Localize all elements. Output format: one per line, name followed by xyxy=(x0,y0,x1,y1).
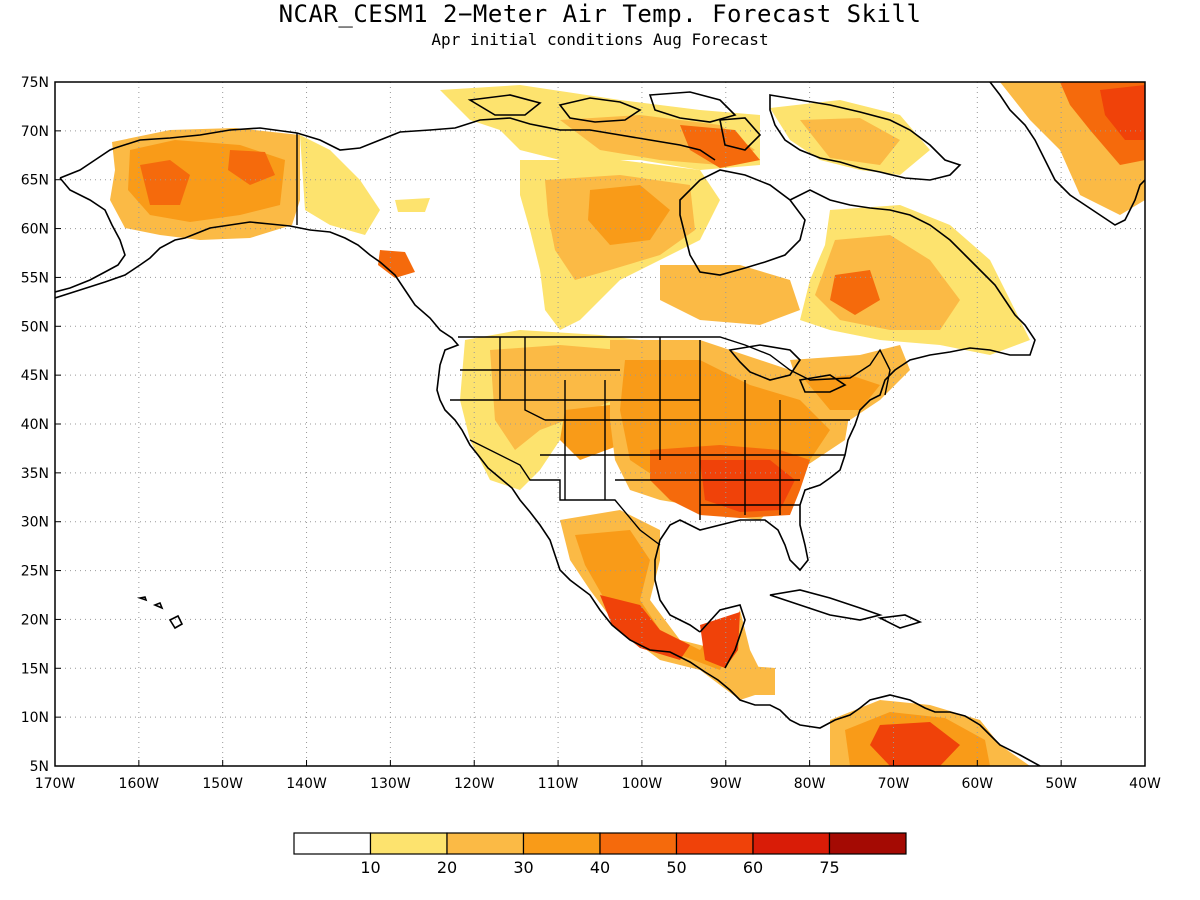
colorbar-swatch xyxy=(828,832,907,855)
lat-tick-label: 60N xyxy=(21,222,49,238)
colorbar-swatch xyxy=(446,832,525,855)
coast-alaska-north xyxy=(114,117,716,161)
region-quebec-hot xyxy=(830,270,880,315)
political-borders xyxy=(296,133,891,546)
coast-alaska-west xyxy=(55,147,126,293)
border-us-mexico xyxy=(469,439,661,546)
coast-great-lakes xyxy=(728,344,847,393)
region-usa-southeast-hot xyxy=(700,460,795,512)
coast-arctic-island-1 xyxy=(558,97,642,123)
coast-greenland xyxy=(989,82,1145,226)
coast-yucatan xyxy=(699,604,746,669)
longitude-ticks: 170W 160W 150W 140W 130W 120W 110W 100W 90W 80W 70… xyxy=(35,760,1161,792)
lat-tick-label: 55N xyxy=(21,270,49,286)
lon-tick-label: 70W xyxy=(878,776,910,792)
coast-arctic-island-2 xyxy=(648,91,737,123)
coast-baffin xyxy=(769,94,962,181)
colorbar-swatch xyxy=(369,832,448,855)
lon-tick-label: 60W xyxy=(961,776,993,792)
lon-tick-label: 160W xyxy=(119,776,160,792)
lon-tick-label: 150W xyxy=(202,776,243,792)
lat-tick-label: 75N xyxy=(21,75,49,91)
chart-subtitle: Apr initial conditions Aug Forecast xyxy=(431,30,769,49)
region-mexico-hot xyxy=(600,595,690,660)
colorbar-label: 10 xyxy=(360,858,380,877)
coast-hawaii xyxy=(136,596,184,630)
border-states-ns1 xyxy=(499,337,781,520)
region-south-america-hot xyxy=(870,722,960,766)
region-yukon xyxy=(395,198,430,212)
colorbar-label: 60 xyxy=(743,858,763,877)
coast-alaska xyxy=(55,221,1041,766)
border-states-ew1 xyxy=(450,369,850,506)
lon-tick-label: 120W xyxy=(454,776,495,792)
region-mexico-core xyxy=(575,530,735,670)
colorbar-swatch xyxy=(293,832,372,855)
lon-tick-label: 50W xyxy=(1045,776,1077,792)
lon-tick-label: 90W xyxy=(710,776,742,792)
colorbar-label: 20 xyxy=(437,858,457,877)
colorbar-swatch xyxy=(522,832,601,855)
coast-labrador xyxy=(654,189,1036,633)
coastlines xyxy=(55,82,1145,766)
lat-tick-label: 15N xyxy=(21,661,49,677)
coast-hudson-bay xyxy=(679,169,806,276)
colorbar-label: 50 xyxy=(666,858,686,877)
lat-tick-label: 50N xyxy=(21,319,49,335)
region-alaska-hot2 xyxy=(228,150,275,185)
colorbar-label: 30 xyxy=(513,858,533,877)
lon-tick-label: 170W xyxy=(35,776,76,792)
region-alaska-hot xyxy=(140,160,190,205)
lat-tick-label: 10N xyxy=(21,710,49,726)
border-us-canada xyxy=(458,336,891,396)
lon-tick-label: 100W xyxy=(622,776,663,792)
region-arctic-hot xyxy=(680,125,760,168)
lon-tick-label: 110W xyxy=(538,776,579,792)
lat-tick-label: 70N xyxy=(21,124,49,140)
region-baffin-core xyxy=(800,118,900,165)
colorbar-label: 75 xyxy=(819,858,839,877)
coast-cuba xyxy=(769,589,883,621)
region-central-america xyxy=(735,665,775,695)
coast-arctic-island-4 xyxy=(719,117,762,151)
lon-tick-label: 40W xyxy=(1129,776,1161,792)
region-greenland-hot xyxy=(1100,85,1145,140)
lat-tick-label: 45N xyxy=(21,368,49,384)
region-central-america-hot xyxy=(700,612,740,668)
colorbar-swatch xyxy=(599,832,678,855)
latitude-ticks: 75N 70N 65N 60N 55N 50N 45N 40N 35N 30N 25N 20N 15N 1… xyxy=(21,75,61,775)
lat-tick-label: 65N xyxy=(21,173,49,189)
coast-hispaniola xyxy=(877,614,923,629)
lat-tick-label: 5N xyxy=(30,759,49,775)
region-alaska-yellow xyxy=(300,135,380,235)
lat-tick-label: 20N xyxy=(21,612,49,628)
region-hudson-south xyxy=(660,265,800,325)
lat-tick-label: 25N xyxy=(21,564,49,580)
colorbar-label: 40 xyxy=(590,858,610,877)
lat-tick-label: 40N xyxy=(21,417,49,433)
coast-arctic-island-3 xyxy=(467,94,542,116)
colorbar-swatch xyxy=(752,832,831,855)
region-usa-west-core xyxy=(490,345,625,450)
lon-tick-label: 80W xyxy=(794,776,826,792)
lat-tick-label: 30N xyxy=(21,515,49,531)
region-bc-coast xyxy=(378,250,415,278)
colorbar-swatch xyxy=(675,832,754,855)
lon-tick-label: 140W xyxy=(286,776,327,792)
chart-title: NCAR_CESM1 2−Meter Air Temp. Forecast Sk… xyxy=(278,0,922,28)
lon-tick-label: 130W xyxy=(370,776,411,792)
region-central-canada-hot xyxy=(588,185,670,245)
lat-tick-label: 35N xyxy=(21,466,49,482)
map-grid xyxy=(55,82,1145,766)
colorbar: 10 20 30 40 50 60 75 xyxy=(293,832,907,877)
region-usa-northeast-core xyxy=(805,375,880,410)
